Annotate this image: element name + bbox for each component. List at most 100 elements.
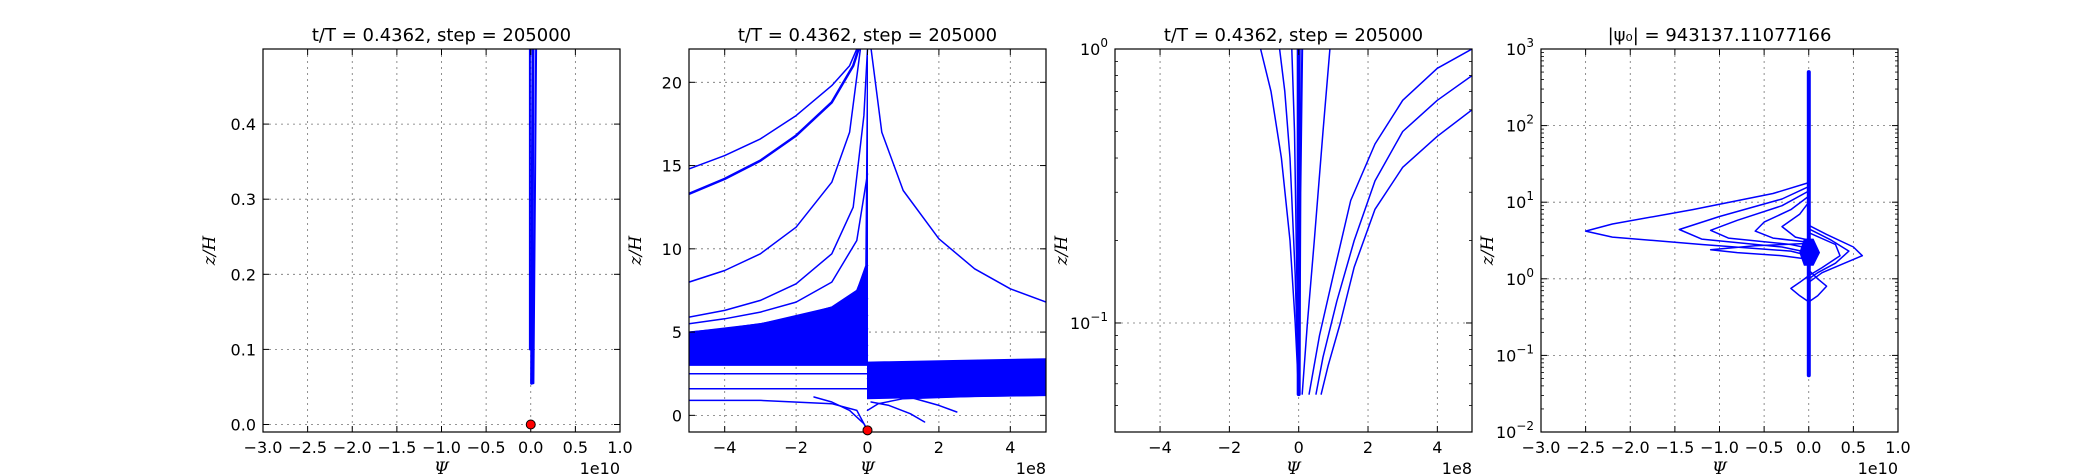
x-tick-label: 0.0	[518, 438, 543, 457]
series-line-3	[1678, 185, 1810, 254]
x-tick-label: 0	[1294, 438, 1304, 457]
series-line-8	[1315, 74, 1472, 395]
x-tick-label: −1.5	[1655, 438, 1694, 457]
series-line-1	[530, 49, 535, 385]
series-line-2	[689, 49, 860, 196]
x-tick-label: −1.0	[422, 438, 461, 457]
series-line-5	[1754, 195, 1810, 244]
x-offset-label: 1e10	[580, 459, 620, 475]
x-tick-label: −3.0	[1522, 438, 1561, 457]
chart-title: t/T = 0.4362, step = 205000	[1164, 25, 1423, 46]
x-tick-label: 1.0	[607, 438, 632, 457]
chart-title: t/T = 0.4362, step = 205000	[312, 25, 571, 46]
y-tick-label: 10	[662, 240, 682, 259]
series-line-5	[1298, 49, 1304, 396]
x-tick-label: 0.5	[1841, 438, 1866, 457]
series-line-9	[689, 328, 869, 350]
x-offset-label: 1e8	[1442, 459, 1472, 475]
y-axis-label: z/H	[626, 235, 646, 267]
series-line-5	[689, 173, 869, 325]
x-tick-label: 1.0	[1885, 438, 1910, 457]
y-tick-label: 0.2	[231, 265, 256, 284]
x-tick-label: −2.5	[288, 438, 327, 457]
x-axis-label: Ψ	[434, 459, 450, 475]
y-axis-label: z/H	[1478, 235, 1498, 267]
series-line-8	[1808, 228, 1850, 280]
series-line-19	[866, 371, 1046, 380]
x-tick-label: 4	[1432, 438, 1442, 457]
x-tick-label: −2.5	[1566, 438, 1605, 457]
series-dense-region	[689, 49, 868, 366]
x-tick-label: −0.5	[1745, 438, 1784, 457]
x-tick-label: −2.0	[1611, 438, 1650, 457]
x-tick-label: 2	[1363, 438, 1373, 457]
series-line-7	[689, 298, 869, 340]
subplot-2: −4 −2 0 2 4 0 5 10 15 20 t/T = 0.4362, step = 2050…	[626, 25, 1047, 475]
plot-area	[1259, 49, 1472, 397]
y-tick-label: 0.3	[231, 190, 256, 209]
series-line-16	[813, 396, 869, 432]
series-line-10	[1709, 242, 1810, 260]
origin-marker	[862, 425, 873, 436]
series-line-1	[689, 49, 858, 170]
y-tick-label: 10−1	[1070, 310, 1108, 333]
series-line-1	[1259, 49, 1300, 395]
series-line-3	[689, 49, 862, 283]
y-tick-label: 100	[1506, 266, 1534, 289]
series-line-10	[689, 344, 869, 355]
y-axis-label: z/H	[200, 235, 220, 267]
series-line-7	[1808, 224, 1864, 284]
y-tick-label: 0	[672, 406, 682, 425]
series-line-6	[1301, 49, 1331, 395]
plot-area	[528, 49, 538, 385]
series-line-12	[1790, 274, 1810, 303]
series-line-21	[866, 394, 1046, 412]
x-axis-label: Ψ	[860, 459, 876, 475]
subplot-4: −3.0 −2.5 −2.0 −1.5 −1.0 −0.5 0.0 0.5 1.0 10−2 10−…	[1478, 25, 1911, 475]
x-tick-label: −1.5	[377, 438, 416, 457]
series-line-17	[870, 49, 1046, 303]
series-line-11	[689, 354, 869, 360]
x-tick-label: −4	[1148, 438, 1172, 457]
x-tick-label: −1.0	[1700, 438, 1739, 457]
x-tick-label: 4	[1005, 438, 1015, 457]
x-tick-label: 2	[934, 438, 944, 457]
x-tick-label: −3.0	[244, 438, 283, 457]
series-line-20	[866, 382, 1046, 390]
subplot-3: −4 −2 0 2 4 10−1 100 t/T = 0.4362, step = 20500…	[1052, 25, 1473, 475]
x-offset-label: 1e8	[1016, 459, 1046, 475]
y-tick-label: 20	[662, 73, 682, 92]
y-tick-label: 103	[1506, 36, 1534, 59]
x-tick-label: −0.5	[467, 438, 506, 457]
origin-marker	[525, 419, 536, 430]
x-tick-label: −2	[1218, 438, 1242, 457]
series-line-15	[689, 399, 869, 432]
series-line-2	[1278, 49, 1300, 395]
series-line-6	[689, 264, 869, 333]
plot-area	[689, 49, 1046, 432]
x-tick-label: 0.0	[1796, 438, 1821, 457]
chart-title: t/T = 0.4362, step = 205000	[738, 25, 997, 46]
y-tick-label: 0.1	[231, 340, 256, 359]
y-tick-label: 10−1	[1496, 342, 1534, 365]
y-tick-label: 15	[662, 157, 682, 176]
x-axis-label: Ψ	[1712, 459, 1728, 475]
y-axis-label: z/H	[1052, 235, 1072, 267]
series-line-12	[689, 361, 869, 365]
x-axis-label: Ψ	[1286, 459, 1302, 475]
series-dense-region	[867, 358, 1046, 400]
series-line-23	[870, 401, 926, 423]
chart-title: |ψ₀| = 943137.11077166	[1608, 25, 1832, 46]
x-tick-label: 0	[862, 438, 872, 457]
y-tick-label: 5	[672, 323, 682, 342]
y-tick-label: 0.4	[231, 115, 256, 134]
subplot-1: −3.0 −2.5 −2.0 −1.5 −1.0 −0.5 0.0 0.5 1.0 0.0 0.1 0…	[200, 25, 633, 475]
series-line-9	[1320, 109, 1472, 395]
series-line-18	[866, 359, 1046, 370]
series-line-8	[689, 314, 869, 345]
series-line-9	[1808, 231, 1841, 277]
plot-area	[1584, 70, 1864, 378]
series-line-22	[877, 391, 958, 413]
x-tick-label: −2	[784, 438, 808, 457]
